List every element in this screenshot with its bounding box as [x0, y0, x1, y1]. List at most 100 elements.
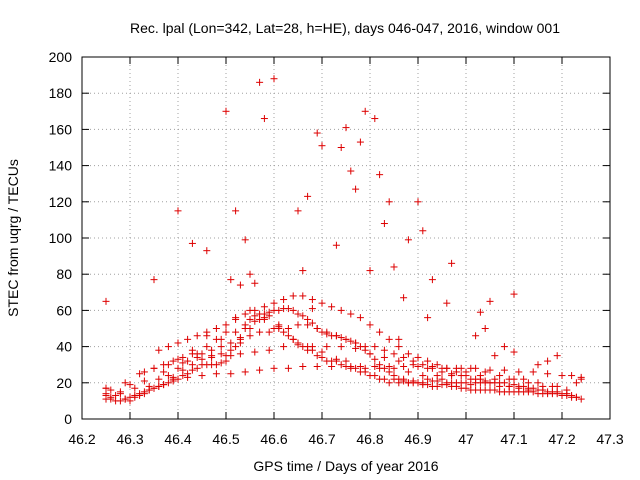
data-point [337, 334, 345, 342]
data-point [174, 339, 182, 347]
data-point [188, 239, 196, 247]
data-point [116, 397, 124, 405]
data-point [452, 368, 460, 376]
data-point [164, 379, 172, 387]
data-point [328, 303, 336, 311]
data-point [174, 364, 182, 372]
data-point [155, 375, 163, 383]
data-point [385, 198, 393, 206]
y-tick-label: 80 [56, 266, 72, 282]
data-point [534, 379, 542, 387]
data-point [145, 382, 153, 390]
data-point [318, 299, 326, 307]
data-point [433, 372, 441, 380]
data-point [256, 366, 264, 374]
data-point [572, 393, 580, 401]
data-point [380, 346, 388, 354]
data-point [371, 363, 379, 371]
x-tick-label: 47.3 [596, 431, 623, 447]
data-point [280, 328, 288, 336]
data-point [424, 375, 432, 383]
data-point [150, 364, 158, 372]
data-point [414, 379, 422, 387]
data-point [270, 75, 278, 83]
data-point [126, 393, 134, 401]
data-point [524, 386, 532, 394]
data-point [169, 357, 177, 365]
data-point [577, 395, 585, 403]
data-point [260, 115, 268, 123]
data-point [304, 321, 312, 329]
data-point [376, 375, 384, 383]
data-point [481, 368, 489, 376]
x-tick-label: 46.6 [260, 431, 287, 447]
data-point [203, 343, 211, 351]
data-point [217, 335, 225, 343]
y-tick-label: 180 [49, 85, 73, 101]
data-point [352, 339, 360, 347]
data-point [174, 207, 182, 215]
data-point [395, 343, 403, 351]
y-tick-labels: 0 20 40 60 80 100 120 140 160 180 200 [49, 49, 73, 427]
data-point [289, 306, 297, 314]
data-point [337, 306, 345, 314]
data-point [208, 346, 216, 354]
data-point [251, 348, 259, 356]
data-point [169, 373, 177, 381]
data-point [356, 314, 364, 322]
data-point [284, 305, 292, 313]
data-point [294, 321, 302, 329]
data-point [462, 379, 470, 387]
data-point [563, 386, 571, 394]
data-point [452, 379, 460, 387]
data-point [448, 370, 456, 378]
data-point [472, 375, 480, 383]
data-point [232, 315, 240, 323]
data-point [121, 379, 129, 387]
data-point [428, 364, 436, 372]
data-point [184, 373, 192, 381]
data-point [308, 296, 316, 304]
data-point [160, 368, 168, 376]
data-point [232, 328, 240, 336]
data-point [558, 372, 566, 380]
data-point [486, 366, 494, 374]
data-point [294, 207, 302, 215]
data-point [260, 315, 268, 323]
data-point [164, 343, 172, 351]
data-point [433, 361, 441, 369]
data-point [160, 381, 168, 389]
data-point [520, 375, 528, 383]
data-point [222, 321, 230, 329]
data-point [212, 370, 220, 378]
data-point [256, 78, 264, 86]
data-point [188, 350, 196, 358]
data-point [400, 375, 408, 383]
data-point [347, 167, 355, 175]
data-point [140, 390, 148, 398]
data-point [184, 357, 192, 365]
x-tick-label: 46.5 [212, 431, 239, 447]
data-point [131, 384, 139, 392]
axis-ticks [81, 56, 611, 420]
data-point [174, 355, 182, 363]
data-point [304, 192, 312, 200]
data-point [491, 386, 499, 394]
data-point [265, 312, 273, 320]
data-point [400, 363, 408, 371]
data-point [251, 317, 259, 325]
x-tick-label: 46.9 [404, 431, 431, 447]
data-point [246, 325, 254, 332]
data-point [419, 361, 427, 369]
data-point [443, 364, 451, 372]
data-point [568, 372, 576, 380]
data-point [356, 363, 364, 371]
data-point [371, 343, 379, 351]
x-axis-title: GPS time / Days of year 2016 [253, 458, 438, 474]
data-point [227, 346, 235, 354]
data-point [510, 290, 518, 298]
data-point [246, 315, 254, 323]
data-point [313, 325, 321, 332]
data-point [313, 363, 321, 371]
